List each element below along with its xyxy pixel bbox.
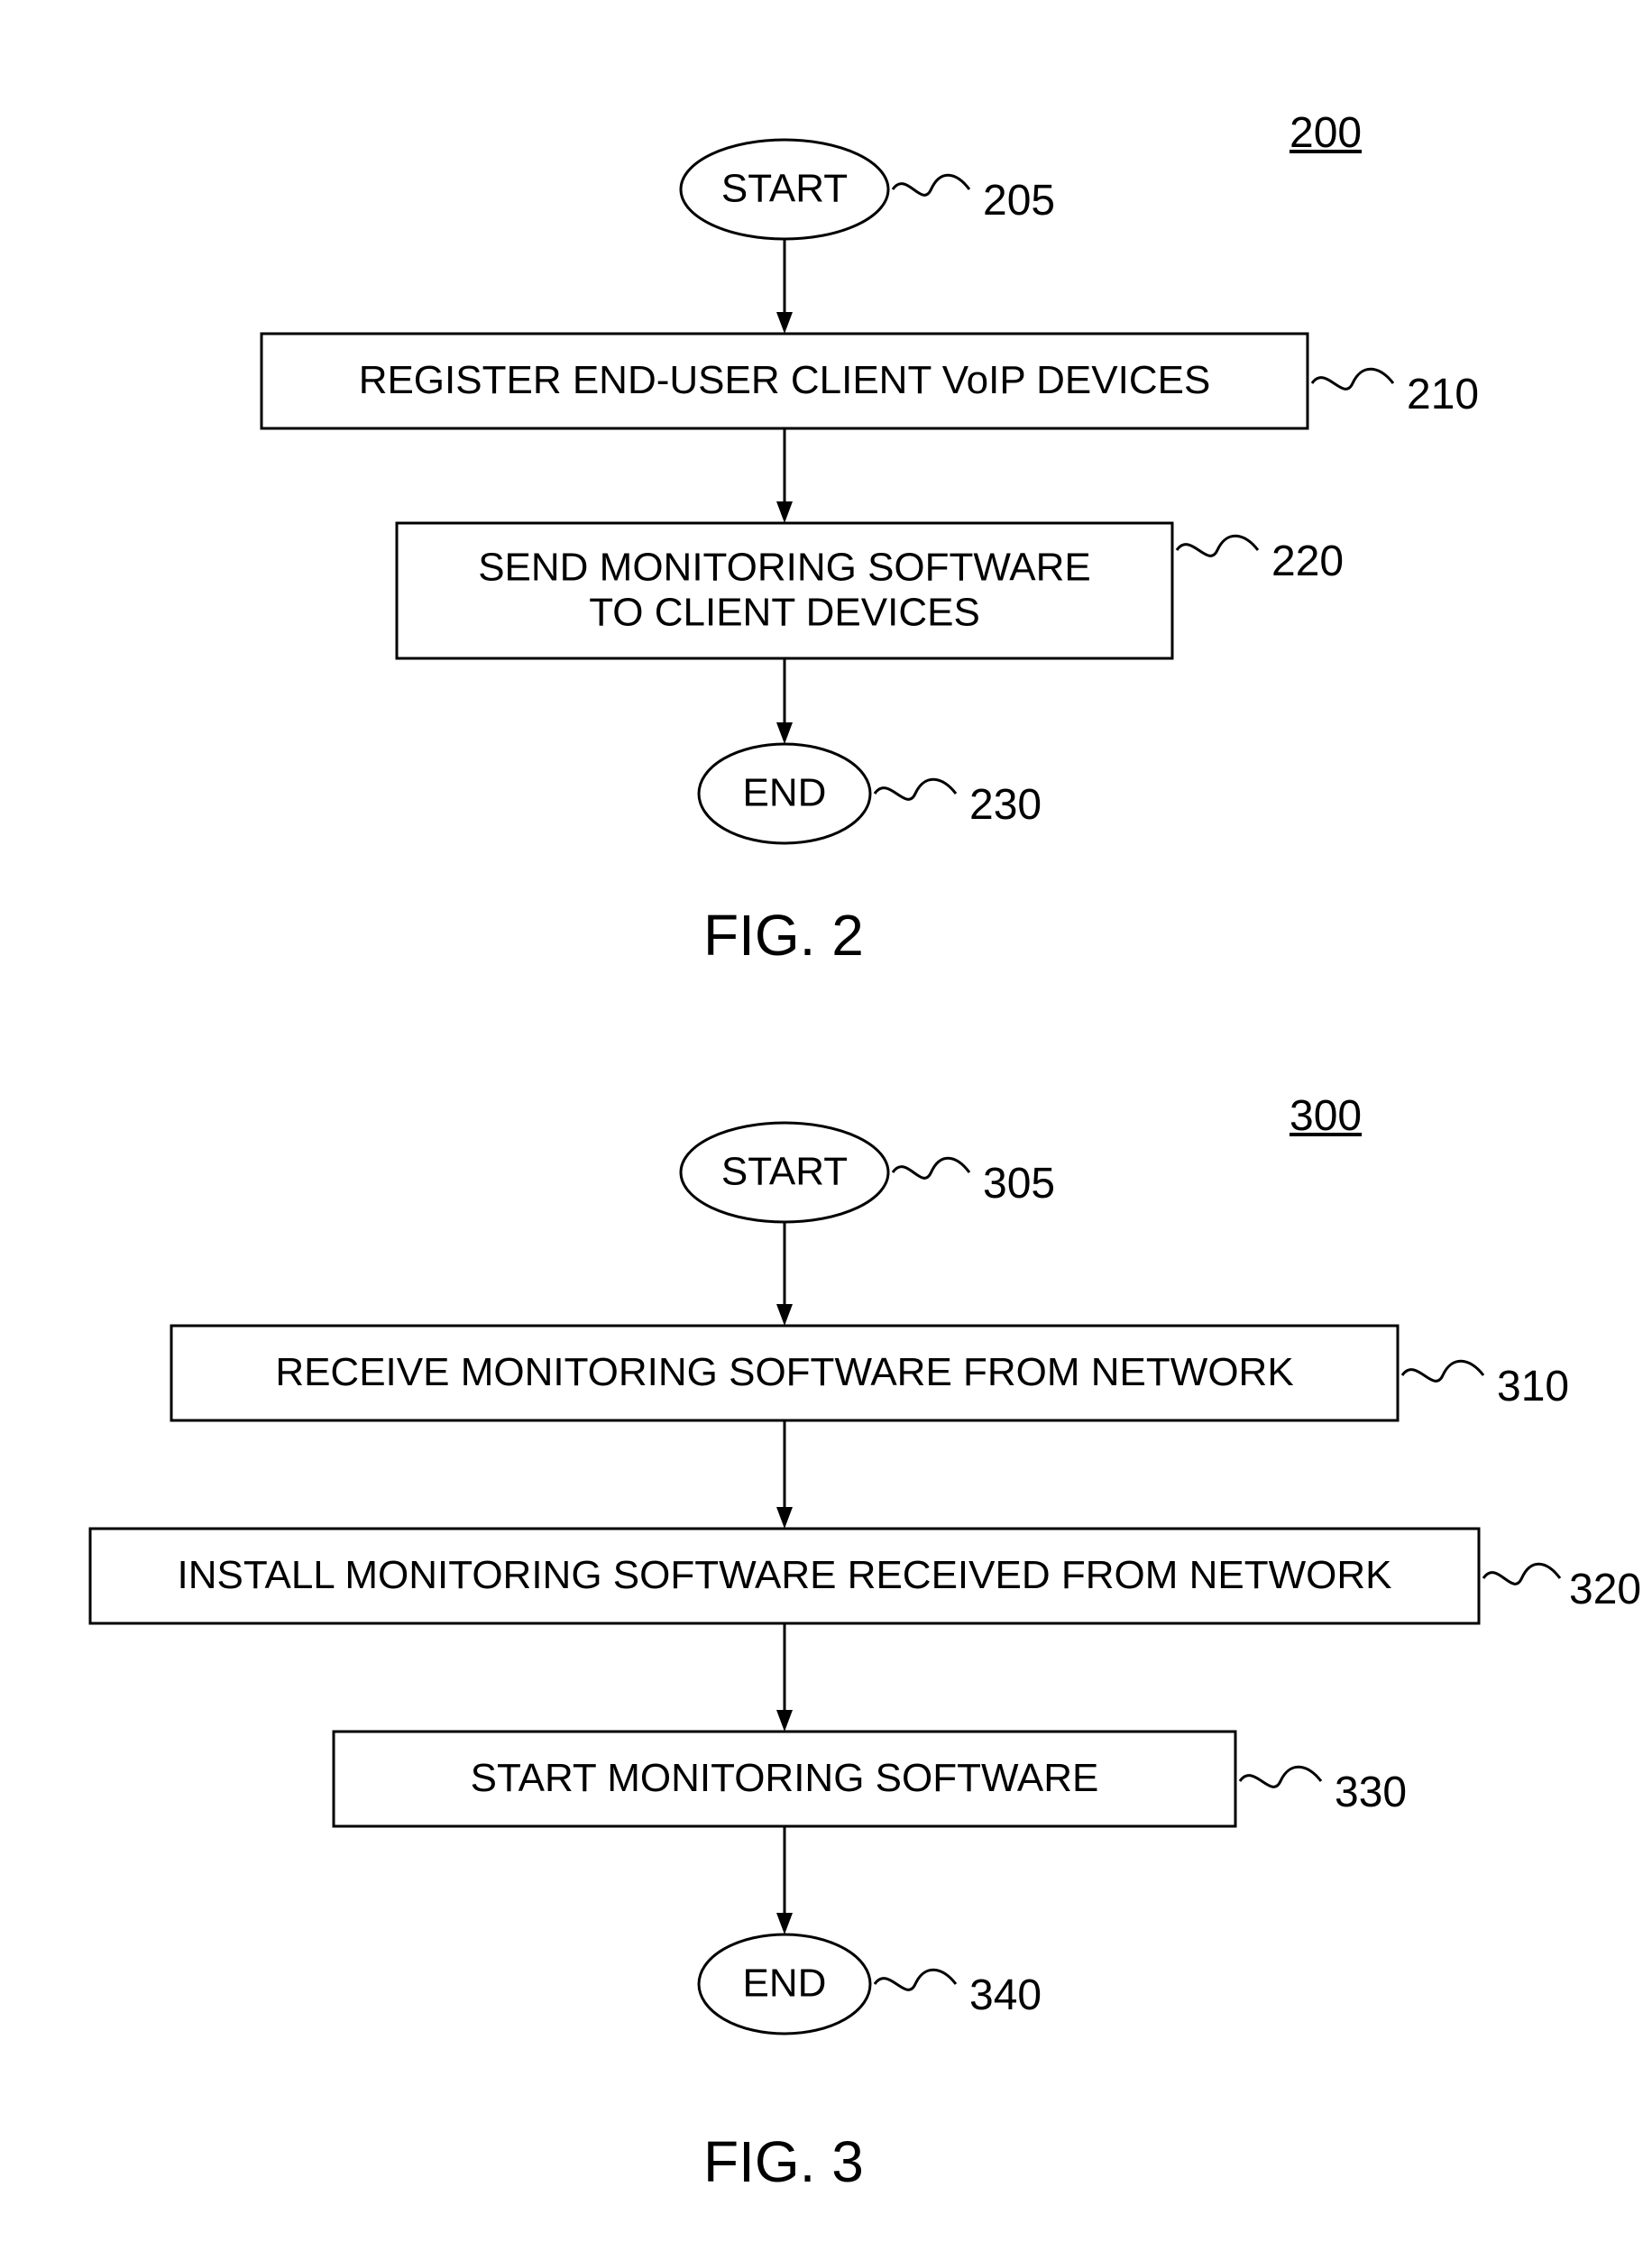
fig3-caption: FIG. 3 [703, 2128, 864, 2195]
f3_end-label: END [743, 1962, 827, 2006]
ref-340: 340 [969, 1971, 1042, 2020]
ref-210: 210 [1407, 370, 1479, 419]
ref-220: 220 [1271, 537, 1344, 586]
ref-305: 305 [983, 1159, 1055, 1208]
f3_320-label: INSTALL MONITORING SOFTWARE RECEIVED FRO… [178, 1553, 1392, 1597]
ref-330: 330 [1335, 1768, 1407, 1817]
fig2-caption: FIG. 2 [703, 902, 864, 969]
fig3-diagram-number: 300 [1289, 1091, 1362, 1141]
f2_220-label-1: TO CLIENT DEVICES [589, 591, 980, 635]
f3_330-label: START MONITORING SOFTWARE [471, 1756, 1099, 1800]
f2_end-label: END [743, 771, 827, 815]
f2_220-label-0: SEND MONITORING SOFTWARE [478, 546, 1091, 590]
f2_210-label: REGISTER END-USER CLIENT VoIP DEVICES [359, 358, 1211, 402]
f2_start-label: START [721, 167, 848, 211]
ref-205: 205 [983, 176, 1055, 225]
flowchart-svg: START REGISTER END-USER CLIENT VoIP DEVIC… [0, 0, 1652, 2242]
ref-310: 310 [1497, 1362, 1569, 1411]
fig2-diagram-number: 200 [1289, 108, 1362, 158]
ref-320: 320 [1569, 1565, 1641, 1614]
f3_start-label: START [721, 1150, 848, 1194]
ref-230: 230 [969, 780, 1042, 830]
f3_310-label: RECEIVE MONITORING SOFTWARE FROM NETWORK [275, 1350, 1293, 1394]
